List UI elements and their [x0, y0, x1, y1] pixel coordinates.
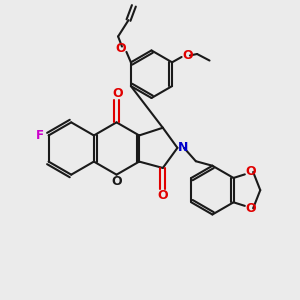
Text: O: O	[182, 49, 193, 62]
Text: O: O	[113, 87, 123, 100]
Text: O: O	[158, 189, 168, 203]
Text: O: O	[111, 175, 122, 188]
Text: O: O	[245, 166, 256, 178]
Text: O: O	[115, 42, 126, 55]
Text: O: O	[245, 202, 256, 215]
Text: F: F	[36, 129, 44, 142]
Text: N: N	[178, 141, 188, 154]
